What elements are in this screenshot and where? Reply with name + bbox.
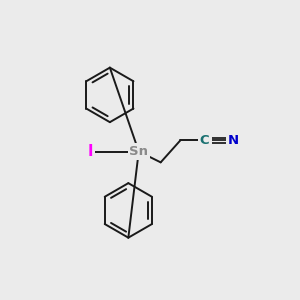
Text: C: C bbox=[200, 134, 209, 147]
Text: I: I bbox=[88, 144, 93, 159]
Text: Sn: Sn bbox=[129, 145, 148, 158]
Text: N: N bbox=[228, 134, 239, 147]
